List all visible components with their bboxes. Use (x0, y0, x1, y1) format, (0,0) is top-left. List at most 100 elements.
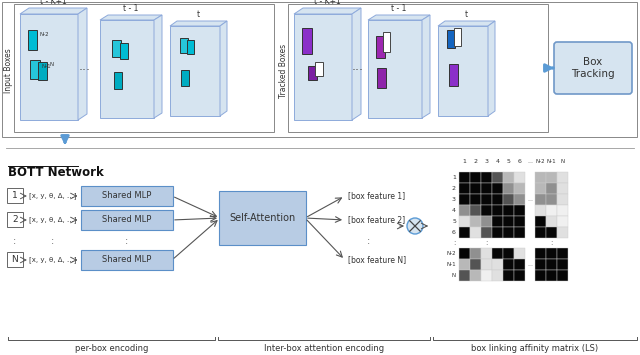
Bar (449, 64, 458, 86)
Text: :: : (485, 240, 488, 246)
Bar (302, 28, 312, 54)
Text: [x, y, θ, Δ, ...]: [x, y, θ, Δ, ...] (29, 257, 77, 263)
Bar (383, 32, 390, 52)
Bar (492, 172, 502, 182)
Bar (492, 259, 502, 269)
Bar (470, 259, 481, 269)
Text: t - 1: t - 1 (124, 4, 139, 13)
Polygon shape (294, 14, 352, 120)
Text: Input Boxes: Input Boxes (4, 49, 13, 93)
Text: Box
Tracking: Box Tracking (571, 57, 615, 79)
Text: t: t (465, 10, 468, 19)
FancyBboxPatch shape (7, 212, 23, 227)
Bar (514, 194, 525, 204)
Bar (514, 227, 525, 237)
Bar (377, 68, 386, 88)
Bar (514, 216, 525, 226)
Text: N: N (561, 159, 564, 164)
Bar (514, 259, 525, 269)
Bar (503, 205, 513, 215)
Bar (459, 183, 470, 193)
Bar (503, 227, 513, 237)
Bar (470, 172, 481, 182)
Bar (546, 183, 557, 193)
Bar (546, 216, 557, 226)
Bar (114, 72, 122, 89)
Bar (308, 66, 317, 80)
Polygon shape (438, 26, 488, 116)
FancyBboxPatch shape (81, 186, 173, 206)
Polygon shape (294, 8, 361, 14)
Text: t - K+1: t - K+1 (40, 0, 67, 6)
Bar (481, 194, 492, 204)
Bar (120, 43, 128, 59)
Bar (557, 205, 568, 215)
Text: Shared MLP: Shared MLP (102, 215, 152, 224)
Text: 1: 1 (452, 175, 456, 180)
Bar (180, 38, 188, 53)
Polygon shape (368, 15, 430, 20)
Bar (503, 216, 513, 226)
Polygon shape (368, 20, 422, 118)
Bar (454, 28, 461, 46)
Bar (546, 205, 557, 215)
Bar (535, 205, 545, 215)
Bar (459, 248, 470, 258)
Text: ...: ... (527, 197, 533, 202)
Text: [box feature 2]: [box feature 2] (348, 215, 405, 224)
Bar (514, 248, 525, 258)
Polygon shape (488, 21, 495, 116)
Text: N-1: N-1 (547, 159, 556, 164)
Text: ...: ... (527, 262, 533, 267)
Text: 1: 1 (463, 159, 467, 164)
Bar (514, 183, 525, 193)
Text: [box feature 1]: [box feature 1] (348, 191, 405, 201)
Polygon shape (352, 8, 361, 120)
Bar (546, 270, 557, 280)
Text: 2: 2 (474, 159, 477, 164)
Bar (503, 248, 513, 258)
Text: ...: ... (352, 60, 364, 73)
Polygon shape (100, 15, 162, 20)
Bar (503, 259, 513, 269)
Bar (481, 270, 492, 280)
Bar (28, 30, 37, 50)
Text: :: : (454, 240, 456, 246)
Text: t: t (196, 10, 200, 19)
Bar (481, 259, 492, 269)
Text: ...: ... (79, 60, 91, 73)
Bar (492, 227, 502, 237)
Bar (557, 248, 568, 258)
Bar (503, 172, 513, 182)
Bar (546, 194, 557, 204)
Text: :: : (125, 236, 129, 246)
Bar (535, 259, 545, 269)
Text: 2: 2 (452, 186, 456, 191)
Polygon shape (20, 8, 87, 14)
Bar (459, 216, 470, 226)
Bar (503, 183, 513, 193)
Text: :: : (366, 236, 370, 246)
Text: box linking affinity matrix (LS): box linking affinity matrix (LS) (472, 344, 598, 353)
Text: BOTT Network: BOTT Network (8, 166, 104, 179)
Polygon shape (170, 26, 220, 116)
Bar (535, 227, 545, 237)
Text: 6: 6 (518, 159, 522, 164)
Text: 5: 5 (452, 219, 456, 224)
Bar (557, 194, 568, 204)
Bar (557, 227, 568, 237)
Bar (481, 216, 492, 226)
Bar (546, 248, 557, 258)
Text: N: N (452, 273, 456, 278)
Text: N-2: N-2 (446, 251, 456, 256)
Bar (481, 227, 492, 237)
Bar (492, 216, 502, 226)
Text: 5: 5 (507, 159, 511, 164)
Bar (557, 270, 568, 280)
Polygon shape (220, 21, 227, 116)
Text: 3: 3 (452, 197, 456, 202)
Bar (470, 183, 481, 193)
Bar (459, 172, 470, 182)
Bar (459, 205, 470, 215)
Polygon shape (422, 15, 430, 118)
